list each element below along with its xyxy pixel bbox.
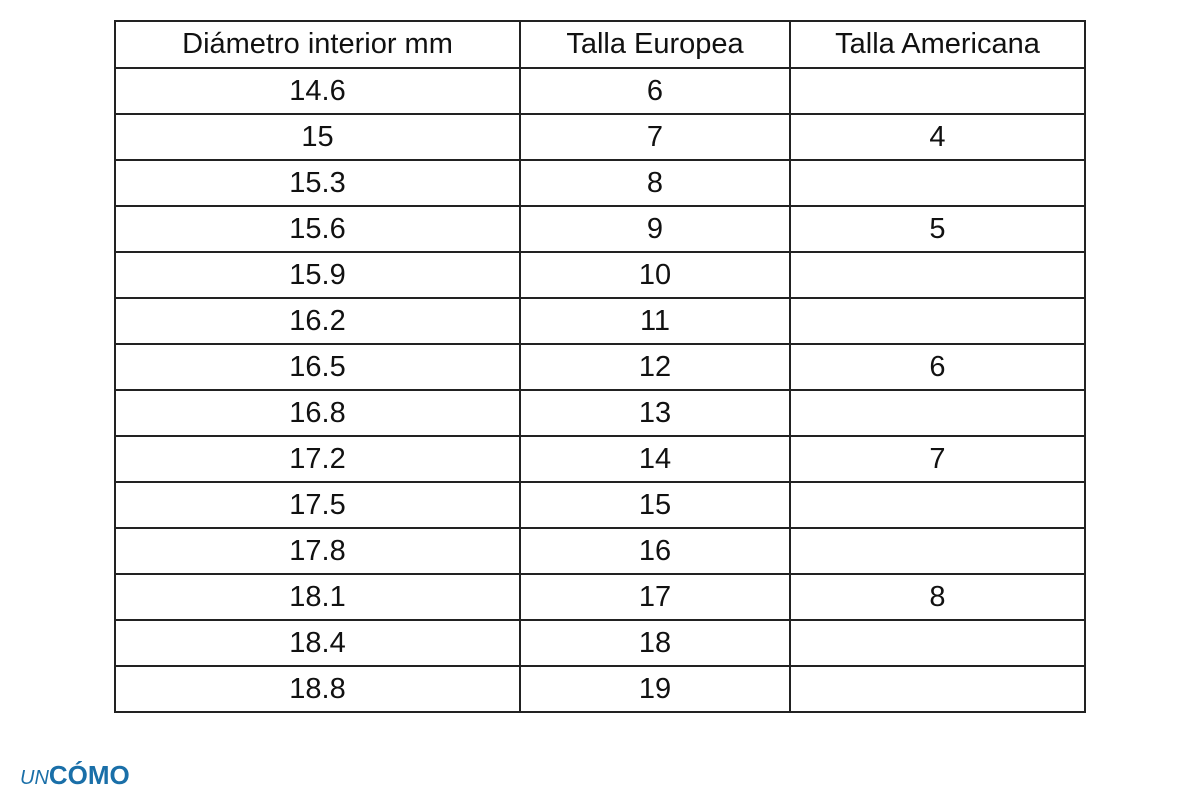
table-cell: 18.8 — [114, 665, 521, 713]
table-cell: 7 — [789, 435, 1086, 483]
table-cell — [789, 67, 1086, 115]
table-cell: 11 — [519, 297, 791, 345]
table-row: 17.2 14 7 — [114, 435, 1086, 483]
table-cell — [789, 251, 1086, 299]
table-cell — [789, 665, 1086, 713]
table-cell — [789, 619, 1086, 667]
table-cell: 15 — [114, 113, 521, 161]
table-cell: 18.1 — [114, 573, 521, 621]
table-cell: 18.4 — [114, 619, 521, 667]
table-cell: 15.9 — [114, 251, 521, 299]
table-row: 18.1 17 8 — [114, 573, 1086, 621]
table-cell: 13 — [519, 389, 791, 437]
header-cell: Talla Americana — [789, 20, 1086, 69]
table-cell: 6 — [519, 67, 791, 115]
table-cell: 12 — [519, 343, 791, 391]
table-row: 16.5 12 6 — [114, 343, 1086, 391]
header-row: Diámetro interior mm Talla Europea Talla A… — [114, 20, 1086, 69]
table-row: 15.3 8 — [114, 159, 1086, 207]
size-table: Diámetro interior mm Talla Europea Talla A… — [114, 20, 1086, 713]
table-cell: 6 — [789, 343, 1086, 391]
table-cell: 17.8 — [114, 527, 521, 575]
logo: UNCÓMO — [20, 760, 130, 791]
table-cell: 14 — [519, 435, 791, 483]
table-cell: 16.8 — [114, 389, 521, 437]
table-row: 15 7 4 — [114, 113, 1086, 161]
table-cell: 7 — [519, 113, 791, 161]
table-cell: 15.6 — [114, 205, 521, 253]
table-cell: 18 — [519, 619, 791, 667]
table-cell: 19 — [519, 665, 791, 713]
table-cell — [789, 297, 1086, 345]
header-cell: Talla Europea — [519, 20, 791, 69]
table-row: 16.2 11 — [114, 297, 1086, 345]
table-row: 16.8 13 — [114, 389, 1086, 437]
header-cell: Diámetro interior mm — [114, 20, 521, 69]
table-cell: 16.5 — [114, 343, 521, 391]
logo-name: CÓMO — [48, 760, 130, 790]
table-row: 18.8 19 — [114, 665, 1086, 713]
table-cell: 4 — [789, 113, 1086, 161]
table-cell — [789, 389, 1086, 437]
table-cell: 16 — [519, 527, 791, 575]
table-cell: 17 — [519, 573, 791, 621]
table-cell: 15.3 — [114, 159, 521, 207]
table-cell: 8 — [789, 573, 1086, 621]
table-row: 14.6 6 — [114, 67, 1086, 115]
table-row: 15.6 9 5 — [114, 205, 1086, 253]
table-cell — [789, 527, 1086, 575]
table-row: 15.9 10 — [114, 251, 1086, 299]
table-cell: 5 — [789, 205, 1086, 253]
logo-prefix: UN — [20, 767, 49, 789]
table-cell: 14.6 — [114, 67, 521, 115]
table-cell: 10 — [519, 251, 791, 299]
table-row: 18.4 18 — [114, 619, 1086, 667]
table-cell: 17.5 — [114, 481, 521, 529]
table-cell: 16.2 — [114, 297, 521, 345]
table-cell: 17.2 — [114, 435, 521, 483]
table-cell: 15 — [519, 481, 791, 529]
table-cell — [789, 159, 1086, 207]
table-cell: 9 — [519, 205, 791, 253]
table-body: 14.6 6 15 7 4 15.3 8 15.6 9 5 15.9 10 16.2 11 16.5 12 6 1… — [114, 67, 1086, 713]
table-cell: 8 — [519, 159, 791, 207]
table-cell — [789, 481, 1086, 529]
table-row: 17.8 16 — [114, 527, 1086, 575]
table-row: 17.5 15 — [114, 481, 1086, 529]
